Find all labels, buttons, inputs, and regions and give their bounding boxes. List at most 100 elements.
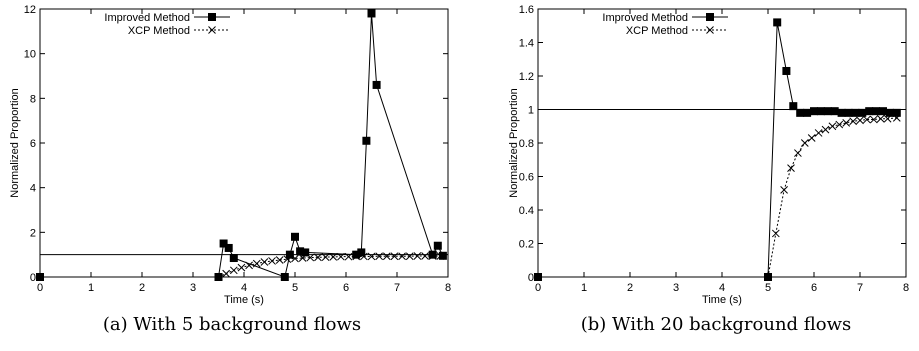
x-tick-label: 2 xyxy=(139,282,145,294)
data-point-square xyxy=(886,109,894,117)
y-axis-label: Normalized Proportion xyxy=(9,88,21,197)
x-tick-label: 5 xyxy=(765,282,771,294)
data-point-square xyxy=(291,233,299,241)
data-point-x xyxy=(815,129,822,136)
chart-b: 0 1 2 3 4 5 6 7 8 0 0.2 0.4 0.6 0.8 1 1.2 1.4 1.6 Time (s)… xyxy=(508,4,909,335)
y-tick-label: 8 xyxy=(30,93,36,105)
data-point-square xyxy=(789,102,797,110)
x-tick-label: 1 xyxy=(88,282,94,294)
data-point-x xyxy=(238,264,245,271)
y-tick-label: 1.6 xyxy=(519,4,534,16)
y-axis-label: Normalized Proportion xyxy=(508,88,520,197)
x-tick-label: 6 xyxy=(343,282,349,294)
series-line xyxy=(40,13,443,277)
series-xcp-method xyxy=(765,114,901,280)
data-point-square xyxy=(831,107,839,115)
data-point-x xyxy=(223,270,230,277)
data-point-square xyxy=(817,107,825,115)
data-point-square xyxy=(373,81,381,89)
data-point-x xyxy=(808,134,815,141)
data-point-square xyxy=(429,251,437,259)
data-point-x xyxy=(829,123,836,130)
data-point-square xyxy=(286,251,294,259)
data-point-x xyxy=(843,119,850,126)
data-point-x xyxy=(794,150,801,157)
x-tick-label: 7 xyxy=(857,282,863,294)
data-point-x xyxy=(246,262,253,269)
data-point-square xyxy=(773,18,781,26)
data-point-square xyxy=(230,254,238,262)
data-point-x xyxy=(801,140,808,147)
legend-label: Improved Method xyxy=(602,12,688,24)
data-point-square xyxy=(782,67,790,75)
data-point-square xyxy=(824,107,832,115)
series-line xyxy=(768,118,897,277)
x-tick-label: 6 xyxy=(811,282,817,294)
y-tick-label: 12 xyxy=(24,4,36,16)
y-tick-label: 10 xyxy=(24,49,36,61)
x-tick-label: 3 xyxy=(673,282,679,294)
x-tick-label: 7 xyxy=(394,282,400,294)
data-point-square xyxy=(851,109,859,117)
x-tick-label: 5 xyxy=(292,282,298,294)
data-point-square xyxy=(810,107,818,115)
y-tick-label: 1.4 xyxy=(519,38,534,50)
data-point-x xyxy=(836,121,843,128)
series-xcp-method xyxy=(215,253,444,281)
figure-caption: (b) With 20 background flows xyxy=(581,314,852,335)
y-tick-label: 2 xyxy=(30,227,36,239)
data-point-square xyxy=(225,244,233,252)
legend-marker-square xyxy=(208,13,216,21)
x-tick-label: 0 xyxy=(535,282,541,294)
x-tick-label: 8 xyxy=(903,282,909,294)
data-point-square xyxy=(865,107,873,115)
x-tick-label: 3 xyxy=(190,282,196,294)
data-point-square xyxy=(845,109,853,117)
data-point-square xyxy=(796,109,804,117)
data-point-x xyxy=(788,165,795,172)
y-tick-label: 6 xyxy=(30,138,36,150)
plot-frame xyxy=(538,9,906,277)
legend-label: XCP Method xyxy=(626,25,688,37)
series-improved-method xyxy=(36,9,447,281)
y-tick-label: 0 xyxy=(528,272,534,284)
y-tick-label: 0.8 xyxy=(519,138,534,150)
data-point-x xyxy=(230,267,237,274)
data-point-square xyxy=(872,107,880,115)
y-tick-label: 0.2 xyxy=(519,239,534,251)
x-tick-label: 0 xyxy=(37,282,43,294)
x-tick-label: 4 xyxy=(241,282,247,294)
x-tick-label: 2 xyxy=(627,282,633,294)
series-improved-method xyxy=(534,18,901,281)
data-point-square xyxy=(281,273,289,281)
y-tick-label: 1 xyxy=(528,105,534,117)
x-axis-label: Time (s) xyxy=(224,294,264,306)
y-tick-label: 0 xyxy=(30,272,36,284)
data-point-square xyxy=(534,273,542,281)
data-point-square xyxy=(368,9,376,17)
data-point-square xyxy=(362,137,370,145)
y-tick-label: 0.4 xyxy=(519,205,534,217)
data-point-x xyxy=(781,186,788,193)
plot-frame xyxy=(40,9,448,277)
y-tick-label: 4 xyxy=(30,183,36,195)
data-point-square xyxy=(36,273,44,281)
data-point-square xyxy=(803,109,811,117)
data-point-x xyxy=(857,117,864,124)
legend: Improved MethodXCP Method xyxy=(104,12,230,37)
data-point-square xyxy=(858,109,866,117)
y-tick-label: 1.2 xyxy=(519,71,534,83)
x-tick-label: 4 xyxy=(719,282,725,294)
data-point-square xyxy=(879,107,887,115)
data-point-square xyxy=(434,242,442,250)
legend-marker-square xyxy=(706,13,714,21)
legend-label: XCP Method xyxy=(128,25,190,37)
x-axis-label: Time (s) xyxy=(702,294,742,306)
y-tick-label: 0.6 xyxy=(519,172,534,184)
legend-label: Improved Method xyxy=(104,12,190,24)
x-tick-label: 1 xyxy=(581,282,587,294)
data-point-square xyxy=(357,248,365,256)
